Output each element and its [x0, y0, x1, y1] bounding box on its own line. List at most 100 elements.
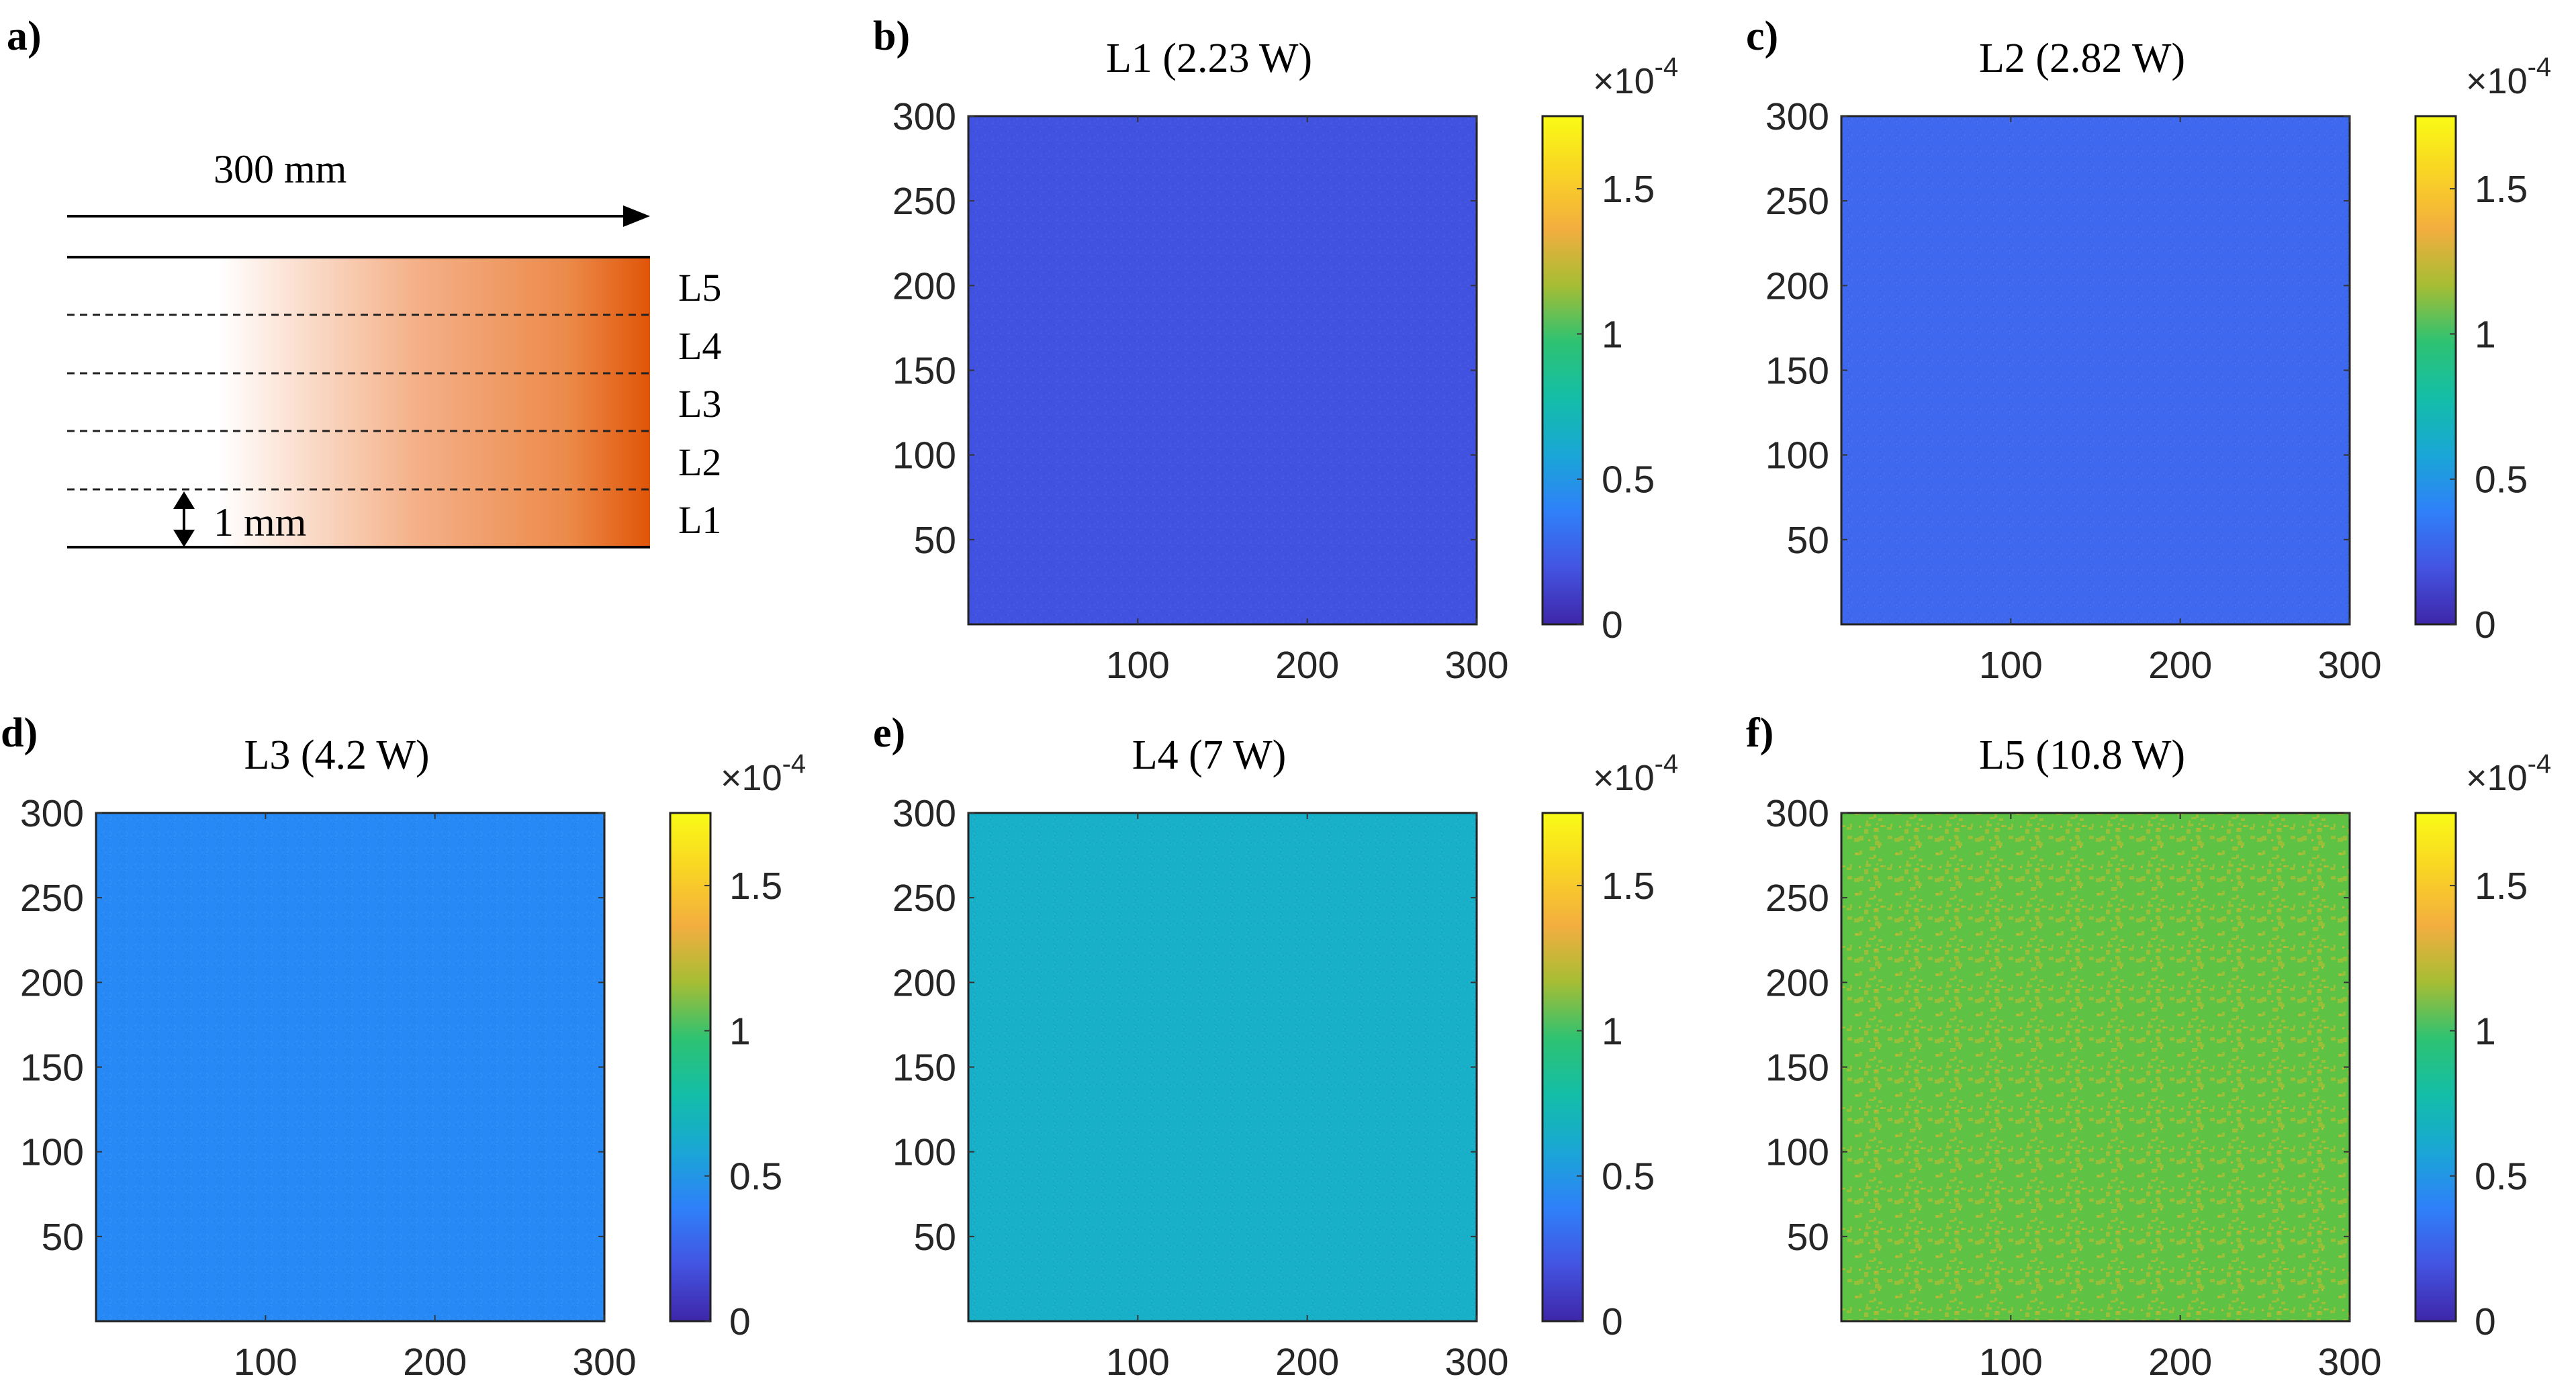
- y-tick-label: 50: [914, 519, 956, 562]
- length-arrowhead: [623, 205, 650, 227]
- x-tick-label: 300: [2317, 1341, 2381, 1384]
- y-tick-label: 150: [1765, 350, 1829, 393]
- x-tick-label: 300: [572, 1341, 636, 1384]
- multiplier-base: ×10: [1593, 758, 1655, 798]
- colorbar-multiplier: ×10-4: [1593, 52, 1678, 101]
- x-tick-label: 100: [1979, 644, 2043, 687]
- y-tick-label: 100: [20, 1131, 84, 1174]
- y-tick-label: 150: [892, 1047, 956, 1090]
- multiplier-exponent: -4: [1655, 52, 1679, 82]
- y-tick-label: 150: [1765, 1047, 1829, 1090]
- thickness-arrowhead-down: [173, 530, 195, 547]
- colorbar-tick-label: 0.5: [2475, 459, 2528, 501]
- heatmap-image: [1840, 115, 2351, 626]
- y-tick-label: 250: [20, 877, 84, 920]
- colorbar: [1541, 812, 1584, 1323]
- colorbar-tick-label: 1: [1602, 313, 1623, 356]
- panel-title: L4 (7 W): [1132, 732, 1287, 778]
- colorbar-tick-label: 0.5: [1602, 459, 1655, 501]
- multiplier-base: ×10: [1593, 61, 1655, 101]
- y-tick-label: 150: [892, 350, 956, 393]
- colorbar-tick-label: 0: [2475, 1300, 2496, 1343]
- y-tick-label: 50: [1787, 1216, 1829, 1259]
- panel-label: e): [873, 710, 905, 756]
- y-tick-label: 200: [1765, 961, 1829, 1004]
- y-tick-label: 250: [892, 180, 956, 223]
- multiplier-exponent: -4: [2528, 749, 2552, 779]
- multiplier-exponent: -4: [2528, 52, 2552, 82]
- y-tick-label: 300: [1765, 95, 1829, 138]
- layer-label-l3: L3: [678, 382, 721, 426]
- y-tick-label: 100: [1765, 1131, 1829, 1174]
- colorbar-multiplier: ×10-4: [2466, 52, 2551, 101]
- x-tick-label: 300: [1444, 644, 1508, 687]
- colorbar-multiplier: ×10-4: [1593, 749, 1678, 798]
- colorbar: [669, 812, 712, 1323]
- y-tick-label: 50: [914, 1216, 956, 1259]
- heatmap-panel-e: e) L4 (7 W) 50 100 150 200 250 300 100 200 300 0 0.5…: [873, 710, 1678, 1384]
- x-tick-label: 100: [1106, 1341, 1170, 1384]
- colorbar-tick-label: 1.5: [2475, 865, 2528, 908]
- colorbar-tick-label: 0: [2475, 604, 2496, 646]
- y-tick-label: 300: [892, 95, 956, 138]
- multiplier-base: ×10: [2466, 61, 2528, 101]
- panel-label: c): [1746, 13, 1778, 59]
- y-tick-label: 250: [892, 877, 956, 920]
- y-tick-label: 200: [20, 961, 84, 1004]
- y-tick-label: 200: [892, 265, 956, 307]
- layer-label-l2: L2: [678, 440, 721, 484]
- colorbar-tick-label: 0: [729, 1300, 751, 1343]
- schematic-panel: a) 300 mm L5 L4 L3 L2 L1 1 mm: [7, 13, 721, 548]
- panel-title: L1 (2.23 W): [1106, 36, 1312, 81]
- multiplier-base: ×10: [721, 758, 782, 798]
- y-tick-label: 250: [1765, 877, 1829, 920]
- y-tick-label: 100: [892, 434, 956, 477]
- panel-label-a: a): [7, 13, 42, 59]
- y-tick-label: 150: [20, 1047, 84, 1090]
- multiplier-exponent: -4: [782, 749, 807, 779]
- y-tick-label: 300: [1765, 792, 1829, 835]
- colorbar-tick-label: 1: [2475, 1010, 2496, 1053]
- heatmap-image: [967, 812, 1478, 1323]
- y-tick-label: 200: [1765, 265, 1829, 307]
- colorbar: [2414, 812, 2457, 1323]
- x-tick-label: 300: [1444, 1341, 1508, 1384]
- thickness-arrowhead-up: [173, 491, 195, 509]
- colorbar-tick-label: 0.5: [2475, 1155, 2528, 1198]
- heatmap-image: [95, 812, 606, 1323]
- panel-label: b): [873, 13, 910, 59]
- colorbar-tick-label: 1: [729, 1010, 751, 1053]
- panel-title: L2 (2.82 W): [1979, 36, 2185, 81]
- layer-label-l1: L1: [678, 498, 721, 542]
- layer-label-l4: L4: [678, 324, 721, 368]
- y-tick-label: 50: [42, 1216, 84, 1259]
- y-tick-label: 50: [1787, 519, 1829, 562]
- layered-slab: [67, 257, 650, 547]
- panel-label: f): [1746, 710, 1774, 756]
- thickness-label: 1 mm: [214, 500, 306, 544]
- x-tick-label: 100: [1106, 644, 1170, 687]
- panel-title: L5 (10.8 W): [1979, 732, 2185, 778]
- colorbar-tick-label: 0.5: [729, 1155, 782, 1198]
- x-tick-label: 200: [1275, 1341, 1339, 1384]
- heatmap-image: [967, 115, 1478, 626]
- x-tick-label: 200: [2148, 644, 2212, 687]
- x-tick-label: 100: [234, 1341, 297, 1384]
- y-tick-label: 100: [1765, 434, 1829, 477]
- y-tick-label: 300: [892, 792, 956, 835]
- y-tick-label: 250: [1765, 180, 1829, 223]
- heatmap-panel-b: b) L1 (2.23 W) 50 100 150 200 250 300 100 200 300 0…: [873, 13, 1678, 687]
- colorbar-tick-label: 1.5: [2475, 168, 2528, 211]
- multiplier-base: ×10: [2466, 758, 2528, 798]
- heatmap-image: [1840, 812, 2351, 1323]
- colorbar-multiplier: ×10-4: [721, 749, 806, 798]
- heatmap-panel-c: c) L2 (2.82 W) 50 100 150 200 250 300 100 200 300 0…: [1746, 13, 2551, 687]
- y-tick-label: 100: [892, 1131, 956, 1174]
- panel-title: L3 (4.2 W): [244, 732, 429, 778]
- x-tick-label: 200: [2148, 1341, 2212, 1384]
- colorbar-tick-label: 0.5: [1602, 1155, 1655, 1198]
- panel-label: d): [1, 710, 38, 756]
- layer-label-l5: L5: [678, 266, 721, 309]
